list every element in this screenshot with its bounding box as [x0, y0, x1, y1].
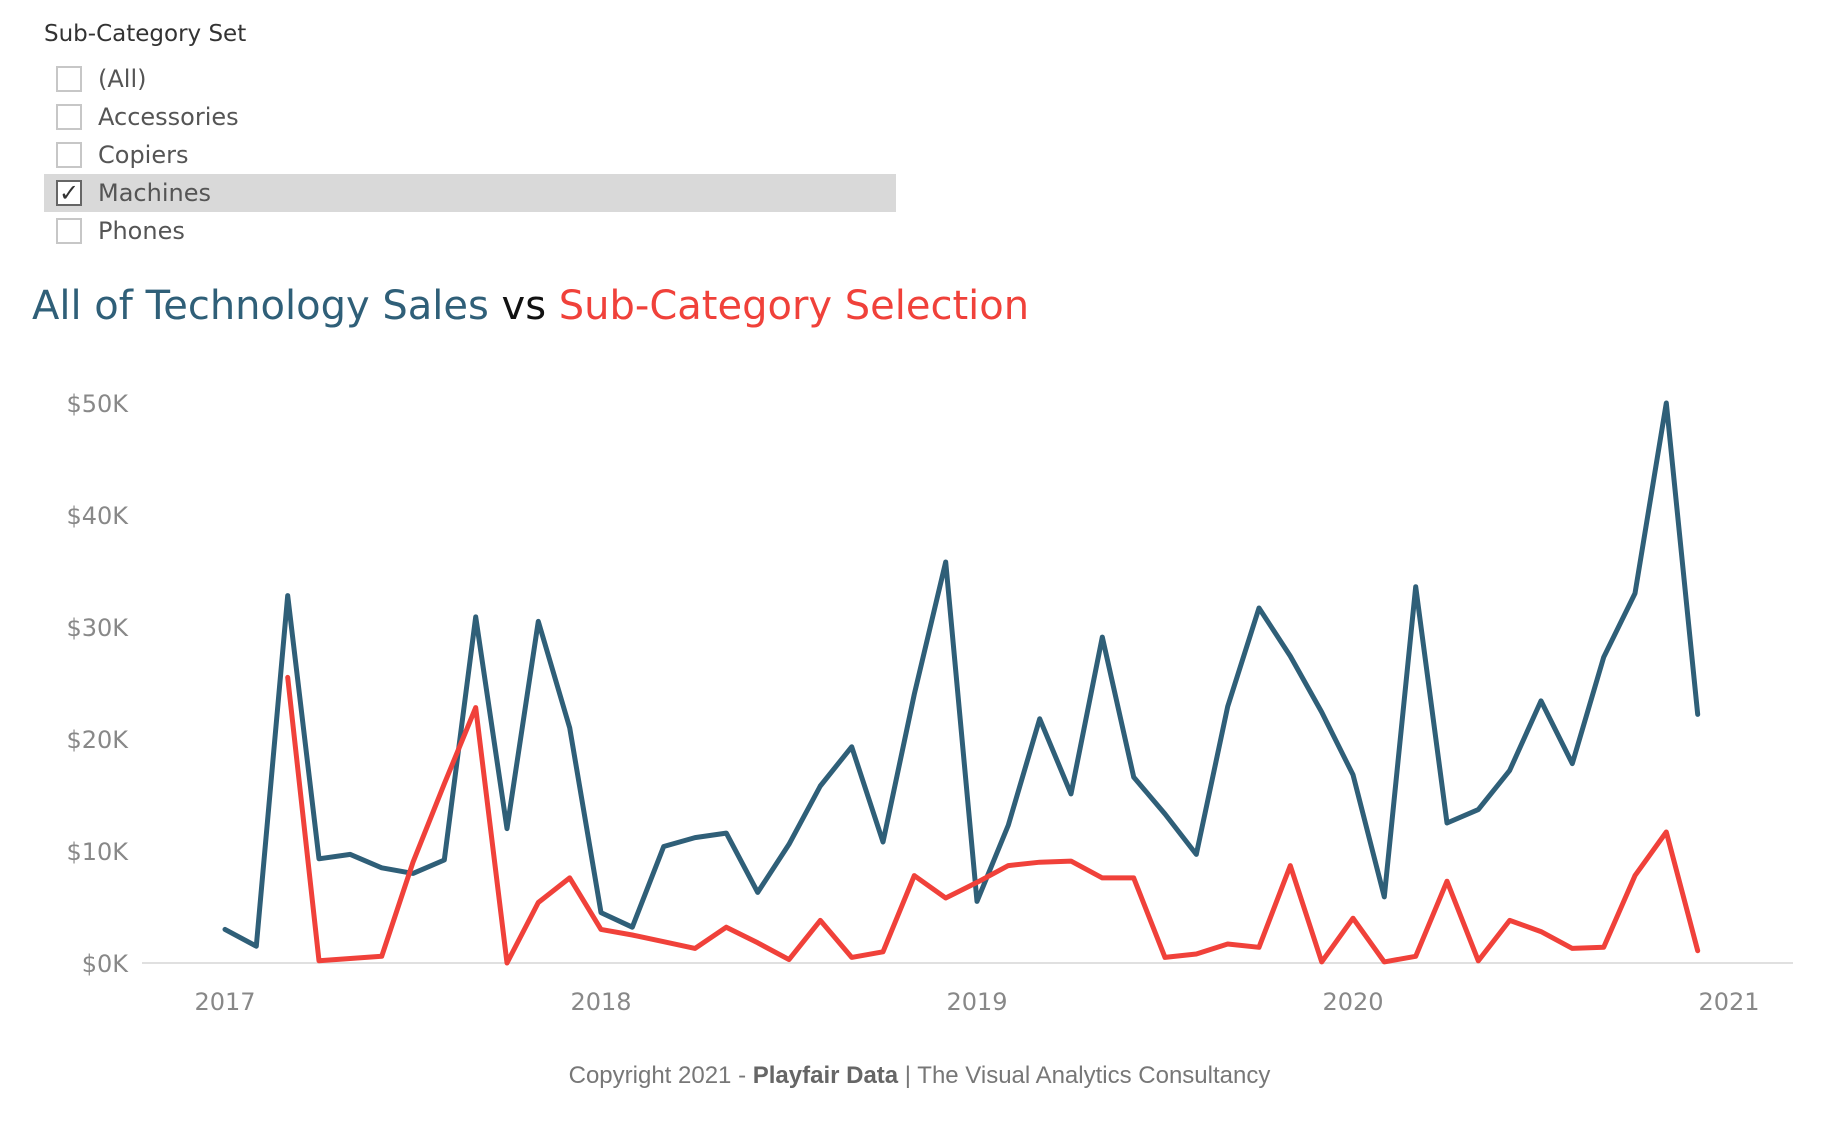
series-line-selection[interactable]: [285, 674, 1701, 966]
filter-option-label: Accessories: [98, 103, 239, 131]
x-tick-label: 2019: [946, 988, 1007, 1016]
filter-option-label: (All): [98, 65, 147, 93]
series-line-technology[interactable]: [222, 400, 1701, 949]
checkbox[interactable]: [56, 218, 82, 244]
filter-title: Sub-Category Set: [44, 21, 247, 47]
checkbox[interactable]: [56, 142, 82, 168]
filter-option[interactable]: ✓ Machines: [44, 174, 896, 212]
x-tick-label: 2021: [1698, 988, 1759, 1016]
filter-option-label: Machines: [98, 179, 211, 207]
filter-option-label: Copiers: [98, 141, 189, 169]
footer-prefix: Copyright 2021 -: [568, 1062, 753, 1089]
footer-brand: Playfair Data: [752, 1062, 899, 1089]
checkbox[interactable]: ✓: [56, 180, 82, 206]
y-tick-label: $40K: [66, 502, 129, 530]
y-tick-label: $50K: [66, 390, 129, 418]
sub-category-filter: Sub-Category Set (All) Accessories Copiers…: [44, 18, 896, 250]
footer-copyright: Copyright 2021 - Playfair Data | The Vis…: [0, 1062, 1839, 1090]
filter-option[interactable]: Phones: [44, 212, 896, 250]
chart-title-part-technology: All of Technology Sales: [32, 283, 489, 329]
x-tick-label: 2017: [194, 988, 255, 1016]
chart-title-part-selection: Sub-Category Selection: [558, 283, 1030, 329]
filter-option[interactable]: (All): [44, 60, 896, 98]
y-tick-label: $0K: [82, 950, 130, 978]
footer-suffix: | The Visual Analytics Consultancy: [898, 1062, 1271, 1089]
filter-options: (All) Accessories Copiers ✓ Machines Phones: [44, 60, 896, 250]
checkbox[interactable]: [56, 66, 82, 92]
chart-title: All of Technology Sales vs Sub-Category …: [32, 283, 1029, 329]
chart-title-part-vs: vs: [488, 283, 559, 329]
filter-option[interactable]: Accessories: [44, 98, 896, 136]
y-tick-label: $20K: [66, 726, 129, 754]
check-icon: ✓: [58, 179, 80, 207]
filter-option[interactable]: Copiers: [44, 136, 896, 174]
y-tick-label: $30K: [66, 614, 129, 642]
x-tick-label: 2020: [1322, 988, 1383, 1016]
x-tick-label: 2018: [570, 988, 631, 1016]
checkbox[interactable]: [56, 104, 82, 130]
y-tick-label: $10K: [66, 838, 129, 866]
filter-option-label: Phones: [98, 217, 185, 245]
